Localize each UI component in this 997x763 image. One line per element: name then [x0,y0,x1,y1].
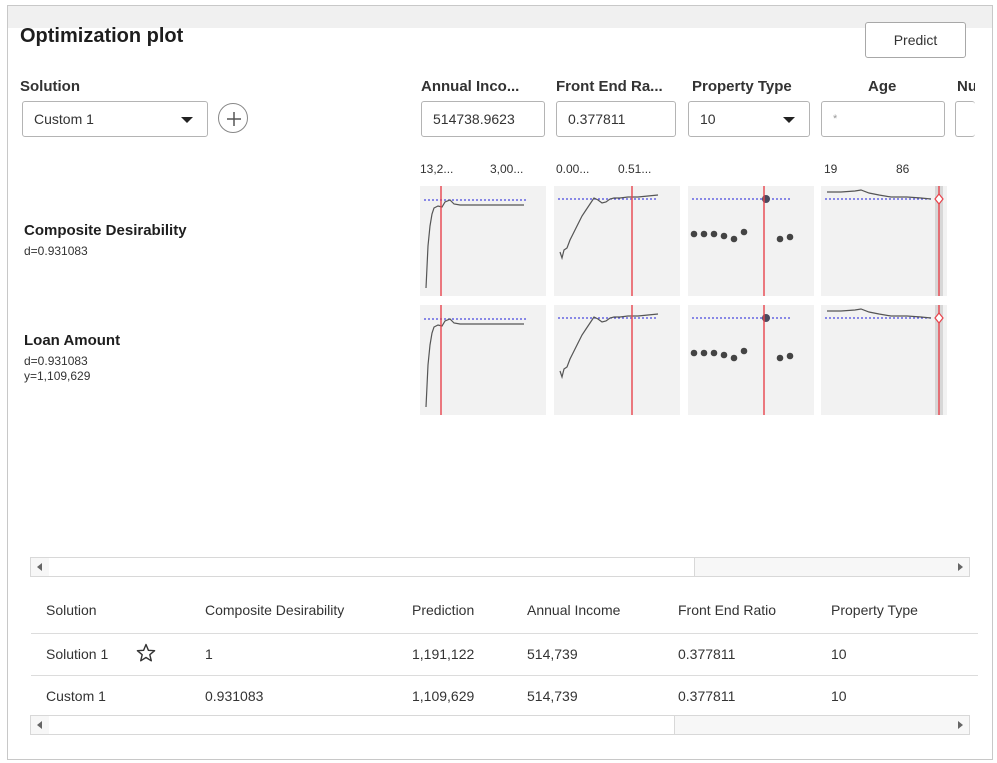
tick-front-end-high: 0.51... [618,162,652,176]
cell-front-end-ratio: 0.377811 [678,688,736,704]
table-header-annual-income: Annual Income [527,602,621,618]
plot-cell-composite-front-end-ratio[interactable] [554,186,680,296]
tick-front-end-low: 0.00... [556,162,590,176]
cell-front-end-ratio: 0.377811 [678,646,736,662]
plot-cell-loan-property-type[interactable] [688,305,814,415]
cell-annual-income: 514,739 [527,646,578,662]
table-divider [31,675,978,676]
chevron-down-icon [783,117,795,123]
cell-solution: Custom 1 [46,688,106,704]
plot-cell-composite-annual-income[interactable] [420,186,546,296]
scroll-right-icon[interactable] [958,563,963,571]
response-y-loan: y=1,109,629 [24,369,91,383]
table-header-solution: Solution [46,602,97,618]
table-header-property-type: Property Type [831,602,918,618]
table-header-front-end-ratio: Front End Ratio [678,602,777,618]
chevron-down-icon [181,117,193,123]
page-title: Optimization plot [20,25,184,47]
tick-age-high: 86 [896,162,910,176]
column-header-next: Nu [957,78,975,95]
cell-prediction: 1,109,629 [412,688,475,704]
cell-property-type: 10 [831,646,847,662]
column-header-front-end-ratio: Front End Ra... [556,78,663,95]
cell-annual-income: 514,739 [527,688,578,704]
plus-circle-icon [227,112,241,126]
solution-selected-value: Custom 1 [34,111,94,127]
scrollbar-thumb[interactable] [49,558,695,576]
tick-annual-income-low: 13,2... [420,162,454,176]
response-name-loan-amount: Loan Amount [24,332,121,349]
column-header-annual-income: Annual Inco... [421,78,520,95]
scroll-left-icon[interactable] [37,721,42,729]
cell-solution: Solution 1 [46,646,109,662]
plot-grid: 13,2... 3,00... 0.00... 0.51... 19 86 1 [412,150,952,418]
column-header-age: Age [868,78,897,95]
cell-property-type: 10 [831,688,847,704]
tick-annual-income-high: 3,00... [490,162,524,176]
table-horizontal-scrollbar[interactable] [30,715,970,735]
top-band [8,6,992,28]
response-d-loan: d=0.931083 [24,354,88,368]
table-divider [31,633,978,634]
plot-cell-loan-front-end-ratio[interactable] [554,305,680,415]
property-type-select[interactable]: 10 [688,101,810,137]
cell-composite-desirability: 0.931083 [205,688,264,704]
scroll-right-icon[interactable] [958,721,963,729]
solution-label: Solution [20,78,80,95]
plot-cell-composite-property-type[interactable] [688,186,814,296]
front-end-ratio-input[interactable]: 0.377811 [556,101,676,137]
next-column-input[interactable] [955,101,975,137]
column-header-property-type: Property Type [692,78,792,95]
age-input[interactable]: * [821,101,945,137]
plot-horizontal-scrollbar[interactable] [30,557,970,577]
add-solution-button[interactable] [218,103,248,133]
response-d-composite: d=0.931083 [24,244,88,258]
response-name-composite-desirability: Composite Desirability [24,222,187,239]
tick-age-low: 19 [824,162,838,176]
predict-button[interactable]: Predict [865,22,966,58]
solution-select[interactable]: Custom 1 [22,101,208,137]
plot-cell-loan-annual-income[interactable] [420,305,546,415]
plot-cell-loan-age[interactable] [821,305,947,415]
cell-prediction: 1,191,122 [412,646,475,662]
table-header-composite-desirability: Composite Desirability [205,602,345,618]
annual-income-input[interactable]: 514738.9623 [421,101,545,137]
scroll-left-icon[interactable] [37,563,42,571]
cell-composite-desirability: 1 [205,646,213,662]
plot-cell-composite-age[interactable] [821,186,947,296]
property-type-value: 10 [700,111,716,127]
scrollbar-thumb[interactable] [49,716,675,734]
table-header-prediction: Prediction [412,602,475,618]
star-outline-icon[interactable] [136,643,156,668]
